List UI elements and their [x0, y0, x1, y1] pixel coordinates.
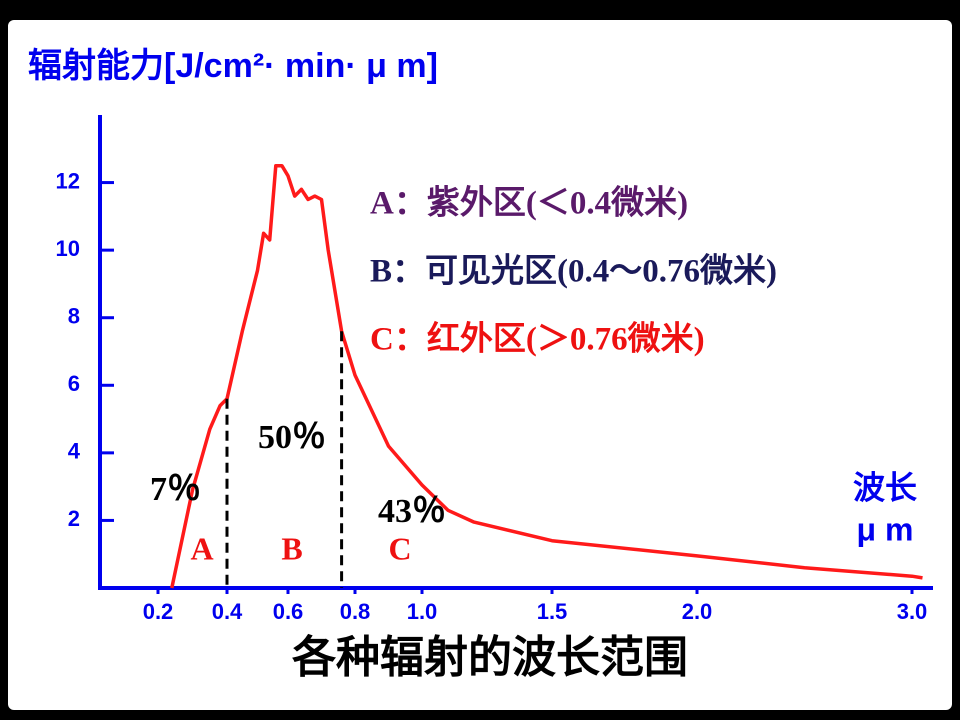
y-tick-label: 12	[56, 168, 80, 193]
y-tick-label: 4	[68, 439, 81, 464]
x-tick-label: 0.4	[212, 599, 243, 624]
legend-entry: A：紫外区(＜0.4微米)	[370, 185, 688, 222]
x-tick-label: 0.8	[340, 599, 371, 624]
legend-entry: C：红外区(＞0.76微米)	[370, 321, 705, 358]
y-tick-label: 2	[68, 506, 80, 531]
percent-label: 43％	[378, 493, 446, 530]
x-unit: 波长	[853, 469, 917, 505]
x-tick-label: 1.5	[537, 599, 568, 624]
x-tick-label: 1.0	[407, 599, 438, 624]
percent-label: 50％	[258, 419, 326, 456]
x-unit: μ m	[857, 511, 914, 547]
region-label: B	[281, 530, 302, 566]
y-tick-label: 8	[68, 304, 80, 329]
x-tick-label: 0.2	[143, 599, 174, 624]
y-tick-label: 6	[68, 371, 80, 396]
x-tick-label: 2.0	[682, 599, 713, 624]
legend-entry: B：可见光区(0.4～0.76微米)	[370, 253, 777, 290]
x-tick-label: 3.0	[897, 599, 928, 624]
y-tick-label: 10	[56, 236, 80, 261]
panel	[8, 20, 952, 710]
region-label: A	[190, 530, 213, 566]
percent-label: 7％	[150, 471, 201, 508]
data-line	[170, 163, 923, 589]
x-axis-title: 各种辐射的波长范围	[292, 633, 688, 682]
region-label: C	[388, 530, 411, 566]
y-axis-title: 辐射能力[J/cm²· min· μ m]	[28, 47, 438, 85]
x-tick-label: 0.6	[273, 599, 304, 624]
